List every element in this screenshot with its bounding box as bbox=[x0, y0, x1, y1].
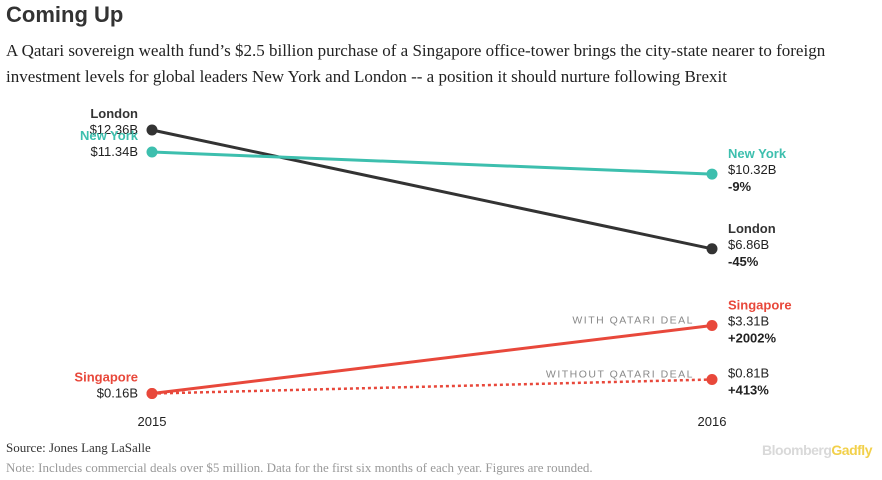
brand-logo-part2: Gadfly bbox=[831, 442, 872, 458]
start-name-label-1: New York bbox=[80, 128, 139, 143]
change-label-0: -45% bbox=[728, 254, 759, 269]
point-start-1 bbox=[146, 146, 158, 158]
brand-logo: BloombergGadfly bbox=[762, 442, 872, 458]
end-name-label-0: London bbox=[728, 221, 776, 236]
end-value-label-1: $10.32B bbox=[728, 162, 776, 177]
chart-subtitle: A Qatari sovereign wealth fund’s $2.5 bi… bbox=[6, 41, 826, 86]
start-name-label-0: London bbox=[90, 106, 138, 121]
start-value-label-1: $11.34B bbox=[91, 144, 138, 159]
start-name-label-2: Singapore bbox=[74, 370, 138, 385]
change-label-1: -9% bbox=[728, 179, 752, 194]
point-end-1 bbox=[706, 168, 718, 180]
start-value-label-0: $12.36B bbox=[90, 122, 138, 137]
point-end-3 bbox=[706, 374, 718, 386]
series-line-0 bbox=[151, 128, 713, 251]
point-end-2 bbox=[706, 319, 718, 331]
start-value-label-2: $0.16B bbox=[97, 386, 138, 401]
point-end-0 bbox=[706, 243, 718, 255]
chart-title: Coming Up bbox=[6, 2, 124, 27]
end-value-label-2: $3.31B bbox=[728, 313, 769, 328]
end-value-label-3: $0.81B bbox=[728, 366, 769, 381]
annotation-label-3: WITHOUT QATARI DEAL bbox=[546, 369, 694, 381]
series-line-1 bbox=[151, 150, 713, 176]
end-name-label-2: Singapore bbox=[728, 297, 792, 312]
footnote: Note: Includes commercial deals over $5 … bbox=[6, 460, 593, 475]
x-tick-label-1: 2016 bbox=[698, 414, 727, 429]
point-start-0 bbox=[146, 124, 158, 136]
annotation-label-2: WITH QATARI DEAL bbox=[572, 314, 694, 326]
brand-logo-part1: Bloomberg bbox=[762, 442, 832, 458]
point-start-3 bbox=[146, 388, 158, 400]
end-value-label-0: $6.86B bbox=[728, 237, 769, 252]
change-label-3: +413% bbox=[728, 383, 769, 398]
end-name-label-1: New York bbox=[728, 146, 787, 161]
x-tick-label-0: 2015 bbox=[138, 414, 167, 429]
series-line-2 bbox=[151, 324, 713, 396]
series-line-3 bbox=[151, 378, 713, 395]
change-label-2: +2002% bbox=[728, 330, 777, 345]
source-note: Source: Jones Lang LaSalle bbox=[6, 440, 151, 455]
